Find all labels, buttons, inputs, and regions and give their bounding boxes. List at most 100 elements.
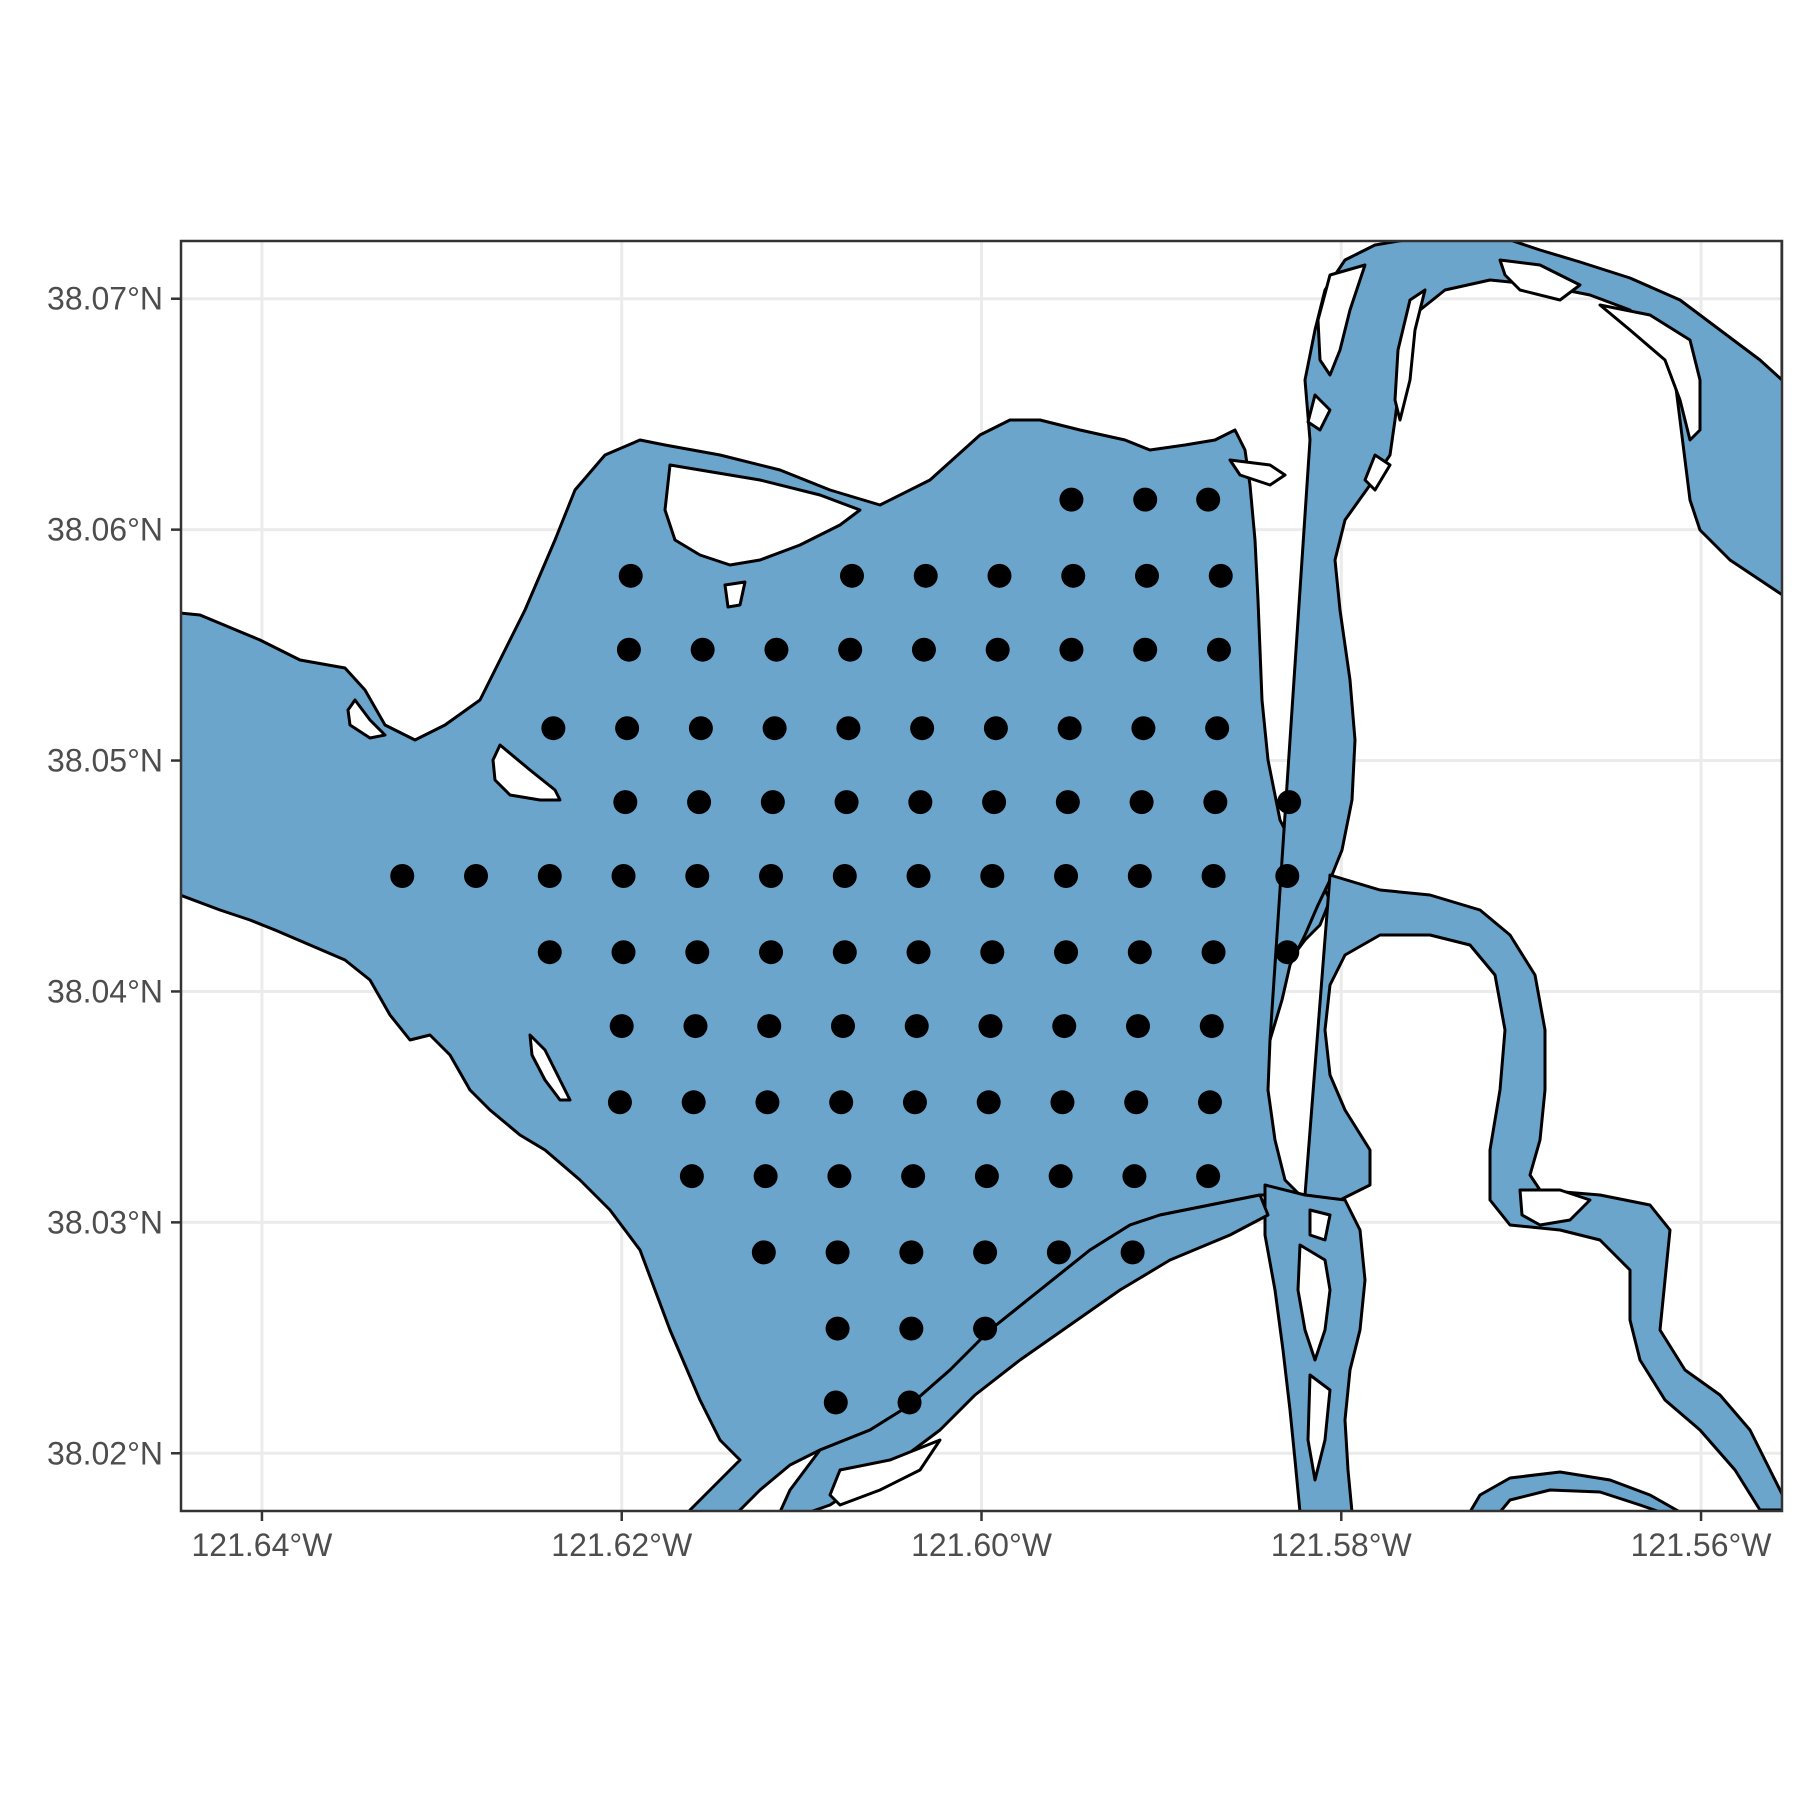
- y-tick-label: 38.07°N: [47, 281, 163, 317]
- island-south-3: [1306, 1373, 1332, 1482]
- island-northeast-1: [1498, 258, 1582, 302]
- sample-point: [1124, 1090, 1149, 1115]
- sample-point: [1126, 1014, 1151, 1039]
- sample-point: [897, 1390, 922, 1415]
- sample-point: [1059, 637, 1084, 662]
- island-north: [663, 463, 862, 567]
- sample-point: [1046, 1240, 1071, 1265]
- island-east-3: [1306, 393, 1332, 432]
- sample-point: [537, 864, 562, 888]
- sample-point: [616, 637, 641, 662]
- sample-point: [901, 1164, 926, 1189]
- sample-point: [830, 1014, 855, 1039]
- sample-point: [1131, 716, 1156, 741]
- y-tick-label: 38.05°N: [47, 743, 163, 779]
- island-east-2: [1393, 288, 1427, 422]
- sample-point: [976, 1090, 1001, 1115]
- sample-point: [683, 1014, 708, 1039]
- sample-point: [1275, 940, 1300, 965]
- sample-point: [685, 864, 710, 888]
- sample-point: [1199, 1014, 1224, 1039]
- island-southwest: [528, 1033, 572, 1102]
- sample-point: [753, 1164, 778, 1189]
- sample-points: [390, 487, 1302, 1415]
- sample-point: [687, 790, 712, 815]
- sample-point: [759, 940, 784, 965]
- sample-point: [760, 790, 785, 815]
- sample-point: [839, 563, 864, 588]
- y-tick-label: 38.06°N: [47, 512, 163, 548]
- x-axis: 121.64°W 121.62°W 121.60°W 121.58°W 121.56°W: [192, 1511, 1773, 1563]
- sample-point: [1133, 637, 1158, 662]
- island-river-bend: [1518, 1188, 1592, 1227]
- sample-point: [757, 1014, 782, 1039]
- sample-point: [1205, 716, 1230, 741]
- sample-point: [980, 940, 1005, 965]
- sample-point: [1052, 1014, 1077, 1039]
- sample-point: [913, 563, 938, 588]
- sample-point: [832, 940, 857, 965]
- sample-point: [613, 790, 638, 815]
- sample-point: [1122, 1164, 1147, 1189]
- island-east-1: [1316, 263, 1367, 377]
- island-south-2: [1296, 1243, 1332, 1362]
- island-west-2: [491, 743, 562, 802]
- sample-point: [838, 637, 863, 662]
- sample-point: [980, 864, 1005, 888]
- sample-point: [1208, 563, 1233, 588]
- sample-point: [1054, 940, 1079, 965]
- sample-point: [690, 637, 715, 662]
- island-bottom-left: [828, 1438, 942, 1507]
- sample-point: [982, 790, 1007, 815]
- sample-point: [751, 1240, 776, 1265]
- sample-point: [825, 1316, 850, 1341]
- sample-point: [607, 1090, 632, 1115]
- sample-point: [1277, 790, 1302, 815]
- sample-point: [829, 1090, 854, 1115]
- sample-point: [1133, 487, 1158, 512]
- sample-point: [836, 716, 861, 741]
- y-tick-label: 38.02°N: [47, 1435, 163, 1471]
- x-tick-label: 121.64°W: [192, 1527, 334, 1563]
- sample-point: [904, 1014, 929, 1039]
- sample-point: [1201, 864, 1226, 888]
- sample-point: [1120, 1240, 1145, 1265]
- x-tick-label: 121.56°W: [1631, 1527, 1773, 1563]
- sample-point: [902, 1090, 927, 1115]
- sample-point: [825, 1240, 850, 1265]
- sample-point: [906, 940, 931, 965]
- island-small-north: [723, 580, 747, 609]
- x-tick-label: 121.62°W: [551, 1527, 693, 1563]
- sample-point: [1196, 487, 1221, 512]
- sample-point: [1134, 563, 1159, 588]
- sample-point: [390, 864, 415, 888]
- sample-point: [688, 716, 713, 741]
- y-tick-label: 38.04°N: [47, 973, 163, 1009]
- sample-point: [681, 1090, 706, 1115]
- island-south-1: [1308, 1208, 1332, 1242]
- sample-point: [764, 637, 789, 662]
- water-layer: [181, 241, 1782, 1511]
- sample-point: [973, 1316, 998, 1341]
- sample-point: [611, 864, 636, 888]
- sample-point: [541, 716, 566, 741]
- sample-point: [985, 637, 1010, 662]
- x-tick-label: 121.60°W: [911, 1527, 1053, 1563]
- sample-point: [1050, 1090, 1075, 1115]
- sample-point: [983, 716, 1008, 741]
- sample-point: [1048, 1164, 1073, 1189]
- sample-point: [611, 940, 636, 965]
- sample-point: [973, 1240, 998, 1265]
- sample-point: [1203, 790, 1228, 815]
- sample-point: [679, 1164, 704, 1189]
- sample-point: [987, 563, 1012, 588]
- sample-point: [762, 716, 787, 741]
- y-tick-label: 38.03°N: [47, 1204, 163, 1240]
- sample-point: [1057, 716, 1082, 741]
- sample-point: [1275, 864, 1300, 888]
- x-tick-label: 121.58°W: [1271, 1527, 1413, 1563]
- sample-point: [911, 637, 936, 662]
- sample-point: [1197, 1090, 1222, 1115]
- sample-point: [1055, 790, 1080, 815]
